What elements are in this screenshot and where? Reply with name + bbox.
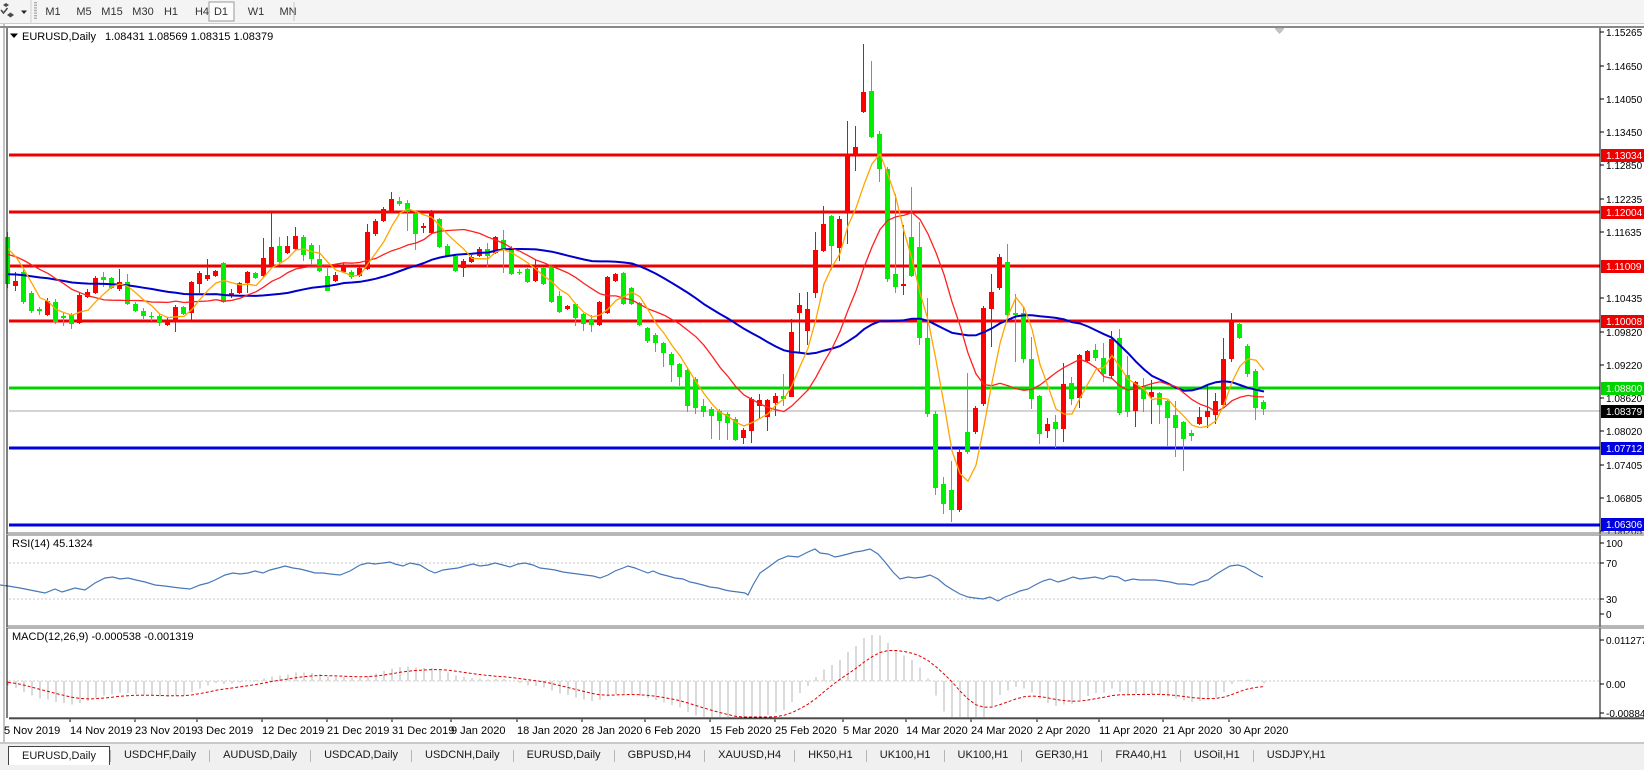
svg-text:1.07712: 1.07712 bbox=[1606, 444, 1643, 455]
svg-text:14 Mar 2020: 14 Mar 2020 bbox=[906, 725, 968, 737]
svg-text:25 Feb 2020: 25 Feb 2020 bbox=[775, 725, 837, 737]
svg-text:11 Apr 2020: 11 Apr 2020 bbox=[1099, 725, 1158, 737]
svg-text:MN: MN bbox=[279, 6, 296, 18]
svg-text:W1: W1 bbox=[248, 6, 265, 18]
svg-text:12 Dec 2019: 12 Dec 2019 bbox=[262, 725, 324, 737]
svg-text:1.11009: 1.11009 bbox=[1606, 262, 1642, 273]
svg-text:1.06306: 1.06306 bbox=[1606, 520, 1643, 531]
svg-text:6 Feb 2020: 6 Feb 2020 bbox=[645, 725, 701, 737]
svg-text:0: 0 bbox=[1606, 610, 1612, 621]
svg-text:MACD(12,26,9) -0.000538 -0.001: MACD(12,26,9) -0.000538 -0.001319 bbox=[12, 631, 194, 643]
svg-text:70: 70 bbox=[1606, 559, 1618, 570]
svg-text:1.08020: 1.08020 bbox=[1606, 427, 1643, 438]
svg-text:100: 100 bbox=[1606, 539, 1623, 550]
svg-text:30 Apr 2020: 30 Apr 2020 bbox=[1229, 725, 1288, 737]
svg-text:28 Jan 2020: 28 Jan 2020 bbox=[582, 725, 643, 737]
svg-text:31 Dec 2019: 31 Dec 2019 bbox=[392, 725, 454, 737]
svg-text:5 Mar 2020: 5 Mar 2020 bbox=[843, 725, 899, 737]
svg-text:1.12004: 1.12004 bbox=[1606, 208, 1643, 219]
svg-text:D1: D1 bbox=[214, 6, 228, 18]
svg-text:RSI(14) 45.1324: RSI(14) 45.1324 bbox=[12, 538, 93, 550]
svg-text:0.00: 0.00 bbox=[1606, 680, 1626, 691]
svg-text:1.09820: 1.09820 bbox=[1606, 328, 1643, 339]
svg-text:3 Dec 2019: 3 Dec 2019 bbox=[197, 725, 253, 737]
svg-text:1.08620: 1.08620 bbox=[1606, 394, 1643, 405]
svg-text:0.011277: 0.011277 bbox=[1606, 636, 1644, 647]
svg-text:1.12235: 1.12235 bbox=[1606, 195, 1643, 206]
svg-text:23 Nov 2019: 23 Nov 2019 bbox=[135, 725, 197, 737]
svg-text:1.08800: 1.08800 bbox=[1606, 384, 1643, 395]
svg-text:1.07405: 1.07405 bbox=[1606, 461, 1643, 472]
svg-text:1.13450: 1.13450 bbox=[1606, 128, 1643, 139]
svg-text:1.14050: 1.14050 bbox=[1606, 95, 1643, 106]
svg-text:1.06805: 1.06805 bbox=[1606, 494, 1643, 505]
svg-text:1.08379: 1.08379 bbox=[1606, 407, 1643, 418]
svg-text:H1: H1 bbox=[164, 6, 178, 18]
svg-text:M1: M1 bbox=[45, 6, 60, 18]
svg-text:1.09220: 1.09220 bbox=[1606, 361, 1643, 372]
svg-text:14 Nov 2019: 14 Nov 2019 bbox=[70, 725, 132, 737]
svg-text:1.10008: 1.10008 bbox=[1606, 317, 1643, 328]
svg-text:24 Mar 2020: 24 Mar 2020 bbox=[971, 725, 1033, 737]
svg-text:1.13034: 1.13034 bbox=[1606, 151, 1643, 162]
svg-text:21 Apr 2020: 21 Apr 2020 bbox=[1163, 725, 1222, 737]
svg-text:9 Jan 2020: 9 Jan 2020 bbox=[451, 725, 505, 737]
svg-text:1.11635: 1.11635 bbox=[1606, 228, 1642, 239]
svg-text:H4: H4 bbox=[195, 6, 209, 18]
svg-text:1.15265: 1.15265 bbox=[1606, 28, 1643, 39]
svg-text:21 Dec 2019: 21 Dec 2019 bbox=[327, 725, 389, 737]
svg-text:2 Apr 2020: 2 Apr 2020 bbox=[1037, 725, 1090, 737]
svg-text:1.14650: 1.14650 bbox=[1606, 62, 1643, 73]
svg-text:1.12850: 1.12850 bbox=[1606, 161, 1643, 172]
svg-text:M5: M5 bbox=[76, 6, 91, 18]
svg-text:15 Feb 2020: 15 Feb 2020 bbox=[710, 725, 772, 737]
svg-text:1.10435: 1.10435 bbox=[1606, 294, 1643, 305]
svg-text:30: 30 bbox=[1606, 595, 1618, 606]
svg-text:M15: M15 bbox=[101, 6, 122, 18]
svg-text:18 Jan 2020: 18 Jan 2020 bbox=[517, 725, 578, 737]
svg-text:M30: M30 bbox=[132, 6, 153, 18]
svg-text:5 Nov 2019: 5 Nov 2019 bbox=[4, 725, 60, 737]
svg-text:1.08431 1.08569 1.08315 1.0837: 1.08431 1.08569 1.08315 1.08379 bbox=[105, 31, 273, 43]
svg-text:EURUSD,Daily: EURUSD,Daily bbox=[22, 31, 96, 43]
